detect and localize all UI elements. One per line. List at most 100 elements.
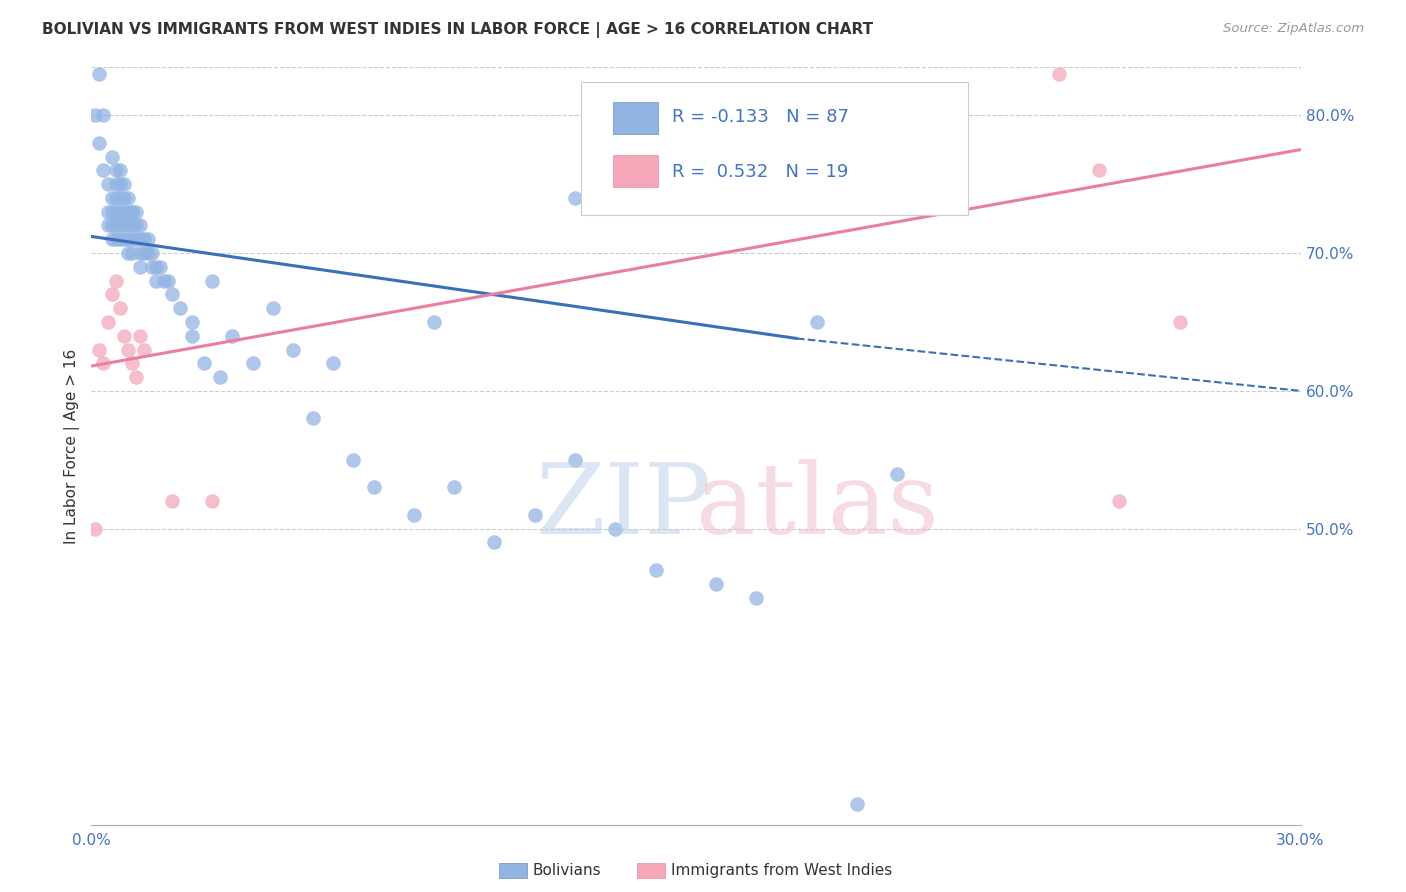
Point — [704, 577, 727, 591]
Point — [128, 328, 150, 343]
Point — [93, 356, 115, 370]
Point — [112, 328, 135, 343]
Point — [96, 315, 118, 329]
Point — [302, 411, 325, 425]
Point — [181, 315, 204, 329]
Point — [221, 328, 243, 343]
Point — [262, 301, 284, 315]
Point — [523, 508, 546, 522]
Point — [132, 232, 155, 246]
Point — [201, 494, 224, 508]
Point — [100, 287, 122, 301]
Point — [145, 274, 167, 288]
Y-axis label: In Labor Force | Age > 16: In Labor Force | Age > 16 — [65, 349, 80, 543]
Point — [104, 232, 127, 246]
Point — [117, 204, 139, 219]
Point — [89, 136, 111, 150]
FancyBboxPatch shape — [613, 155, 658, 186]
Point — [108, 232, 131, 246]
Point — [104, 191, 127, 205]
Point — [108, 301, 131, 315]
Point — [209, 370, 232, 384]
Point — [846, 797, 869, 812]
Point — [112, 232, 135, 246]
Point — [112, 191, 135, 205]
Point — [363, 480, 385, 494]
Point — [153, 274, 176, 288]
Point — [125, 232, 148, 246]
Point — [128, 246, 150, 260]
Text: Immigrants from West Indies: Immigrants from West Indies — [671, 863, 891, 878]
Point — [100, 149, 122, 163]
Point — [117, 232, 139, 246]
Point — [89, 67, 111, 81]
Point — [423, 315, 446, 329]
Point — [117, 219, 139, 233]
Point — [89, 343, 111, 357]
Point — [104, 177, 127, 191]
Point — [322, 356, 344, 370]
Point — [100, 219, 122, 233]
Point — [605, 522, 627, 536]
Point — [132, 343, 155, 357]
Point — [121, 204, 143, 219]
Point — [281, 343, 304, 357]
Point — [108, 191, 131, 205]
Point — [84, 522, 107, 536]
Point — [108, 219, 131, 233]
Point — [121, 246, 143, 260]
Point — [145, 260, 167, 274]
Point — [96, 204, 118, 219]
Point — [141, 246, 163, 260]
Point — [141, 260, 163, 274]
Point — [1088, 163, 1111, 178]
Point — [96, 219, 118, 233]
Point — [100, 232, 122, 246]
Text: R = -0.133   N = 87: R = -0.133 N = 87 — [672, 108, 849, 126]
Point — [201, 274, 224, 288]
Text: BOLIVIAN VS IMMIGRANTS FROM WEST INDIES IN LABOR FORCE | AGE > 16 CORRELATION CH: BOLIVIAN VS IMMIGRANTS FROM WEST INDIES … — [42, 22, 873, 38]
FancyBboxPatch shape — [581, 82, 967, 215]
Point — [402, 508, 425, 522]
Point — [342, 452, 364, 467]
Point — [112, 177, 135, 191]
Point — [564, 191, 586, 205]
Point — [104, 274, 127, 288]
Point — [443, 480, 465, 494]
Point — [242, 356, 264, 370]
Point — [104, 204, 127, 219]
Point — [169, 301, 191, 315]
Point — [644, 563, 666, 577]
Point — [100, 191, 122, 205]
Point — [1108, 494, 1130, 508]
Text: Bolivians: Bolivians — [533, 863, 602, 878]
FancyBboxPatch shape — [613, 102, 658, 134]
Point — [108, 163, 131, 178]
Point — [125, 219, 148, 233]
Point — [93, 108, 115, 122]
Point — [93, 163, 115, 178]
Point — [181, 328, 204, 343]
Text: ZIP: ZIP — [536, 458, 711, 555]
Point — [117, 246, 139, 260]
Point — [125, 204, 148, 219]
Point — [149, 260, 172, 274]
Point — [886, 467, 908, 481]
Point — [128, 219, 150, 233]
Point — [108, 177, 131, 191]
Point — [564, 452, 586, 467]
Point — [1047, 67, 1070, 81]
Point — [96, 177, 118, 191]
Point — [112, 204, 135, 219]
Point — [484, 535, 506, 549]
Point — [806, 315, 828, 329]
Point — [128, 260, 150, 274]
Text: R =  0.532   N = 19: R = 0.532 N = 19 — [672, 162, 848, 180]
Point — [108, 204, 131, 219]
Point — [100, 204, 122, 219]
Point — [136, 232, 159, 246]
Point — [1168, 315, 1191, 329]
Point — [121, 219, 143, 233]
Point — [193, 356, 215, 370]
Point — [117, 191, 139, 205]
